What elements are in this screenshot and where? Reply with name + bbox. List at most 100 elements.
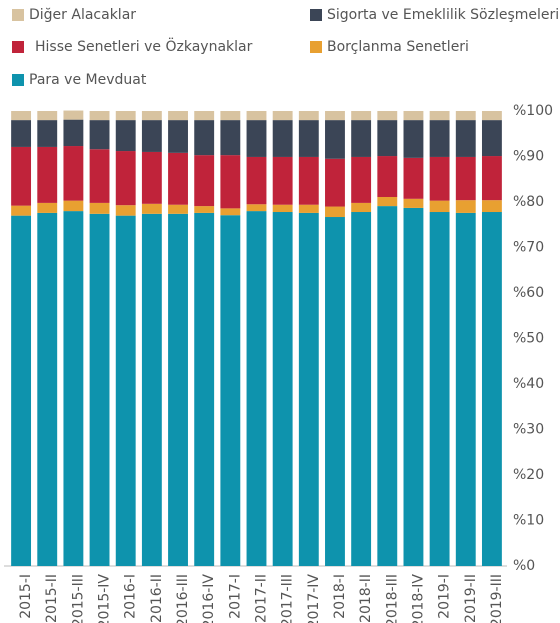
x-tick-label: 2018-III	[384, 574, 400, 623]
x-tick-label: 2018-II	[358, 574, 374, 623]
bar-segment	[11, 146, 32, 206]
bar-segment	[63, 110, 84, 120]
y-tick-label: %90	[513, 149, 544, 165]
bar-segment	[63, 211, 84, 566]
bar-segment	[298, 156, 319, 205]
bar-segment	[298, 120, 319, 157]
bar-segment	[141, 111, 162, 121]
bar-segment	[377, 196, 398, 207]
legend-swatch	[12, 9, 24, 21]
legend-swatch	[310, 9, 322, 21]
bar-segment	[115, 120, 136, 152]
bar-segment	[325, 217, 345, 566]
bar-segment	[455, 212, 476, 567]
bar-segment	[89, 111, 110, 121]
bar-segment	[220, 208, 241, 216]
bar-segment	[168, 204, 188, 214]
bar-segment	[325, 120, 345, 159]
bar-segment	[194, 155, 215, 207]
bar-segment	[351, 111, 372, 121]
y-tick-label: %0	[513, 558, 535, 574]
bar-segment	[403, 111, 424, 121]
bar-segment	[246, 111, 267, 121]
bar-segment	[246, 156, 267, 205]
bar-segment	[351, 212, 372, 566]
bar-segment	[115, 205, 136, 216]
legend-label: Borçlanma Senetleri	[327, 39, 469, 55]
bar-segment	[37, 120, 58, 147]
bar-segment	[63, 200, 84, 212]
bar-segment	[455, 120, 476, 157]
y-tick-label: %50	[513, 331, 544, 347]
bar-segment	[298, 204, 319, 213]
y-tick-label: %80	[513, 194, 544, 210]
x-tick-label: 2018-IV	[410, 574, 426, 623]
bar-segment	[168, 111, 188, 121]
bar-segment	[377, 111, 398, 121]
bar-segment	[194, 120, 215, 156]
legend-label: Hisse Senetleri ve Özkaynaklar	[35, 37, 253, 55]
bar-segment	[351, 120, 372, 157]
x-tick-label: 2017-I	[227, 574, 243, 619]
x-tick-label: 2018-I	[332, 574, 348, 619]
bar-segment	[272, 120, 293, 157]
legend-swatch	[310, 41, 322, 53]
bar-segment	[377, 120, 398, 157]
bar-segment	[325, 158, 345, 207]
bar-segment	[481, 200, 502, 213]
bar-segment	[37, 212, 58, 567]
bar-segment	[246, 204, 267, 212]
bar-segment	[481, 111, 502, 121]
bar-segment	[11, 120, 32, 147]
bar-segment	[403, 198, 424, 208]
bar-segment	[220, 215, 241, 566]
x-tick-label: 2017-IV	[306, 574, 322, 623]
legend-label: Para ve Mevduat	[29, 72, 147, 88]
legend-label: Sigorta ve Emeklilik Sözleşmeleri	[327, 7, 559, 23]
bar-segment	[298, 111, 319, 121]
x-tick-label: 2017-III	[280, 574, 296, 623]
x-tick-label: 2017-II	[254, 574, 270, 623]
bar-segment	[194, 111, 215, 121]
bar-segment	[141, 151, 162, 204]
bar-segment	[37, 202, 58, 213]
bar-segment	[403, 207, 424, 567]
bar-segment	[351, 202, 372, 213]
x-tick-label: 2016-IV	[201, 574, 217, 623]
x-tick-label: 2016-I	[123, 574, 139, 619]
bar-segment	[377, 156, 398, 197]
bar-segment	[455, 156, 476, 201]
bar-segment	[194, 212, 215, 567]
x-tick-label: 2016-III	[175, 574, 191, 623]
bar-segment	[272, 111, 293, 121]
y-tick-label: %30	[513, 422, 544, 438]
bar-segment	[220, 155, 241, 209]
bar-segment	[37, 146, 58, 203]
bar-segment	[272, 212, 293, 566]
bar-segment	[272, 156, 293, 205]
bar-segment	[481, 156, 502, 201]
bar-segment	[429, 156, 450, 201]
legend-label: Diğer Alacaklar	[29, 7, 136, 23]
y-tick-label: %70	[513, 240, 544, 256]
bar-segment	[89, 213, 110, 566]
x-tick-label: 2016-II	[149, 574, 165, 623]
x-tick-label: 2015-II	[44, 574, 60, 623]
bar-segment	[37, 111, 58, 121]
bar-segment	[11, 205, 32, 216]
bar-segment	[141, 203, 162, 214]
bar-segment	[141, 120, 162, 152]
x-tick-label: 2015-III	[70, 574, 86, 623]
bar-segment	[168, 120, 188, 153]
bar-segment	[403, 120, 424, 158]
bar-segment	[429, 111, 450, 121]
y-tick-label: %60	[513, 285, 544, 301]
bar-segment	[63, 119, 84, 147]
bar-segment	[220, 120, 241, 156]
bar-segment	[115, 151, 136, 206]
bar-segment	[455, 200, 476, 213]
x-tick-label: 2019-II	[463, 574, 479, 623]
x-tick-label: 2019-III	[489, 574, 505, 623]
bar-segment	[89, 149, 110, 203]
bar-segment	[429, 200, 450, 213]
